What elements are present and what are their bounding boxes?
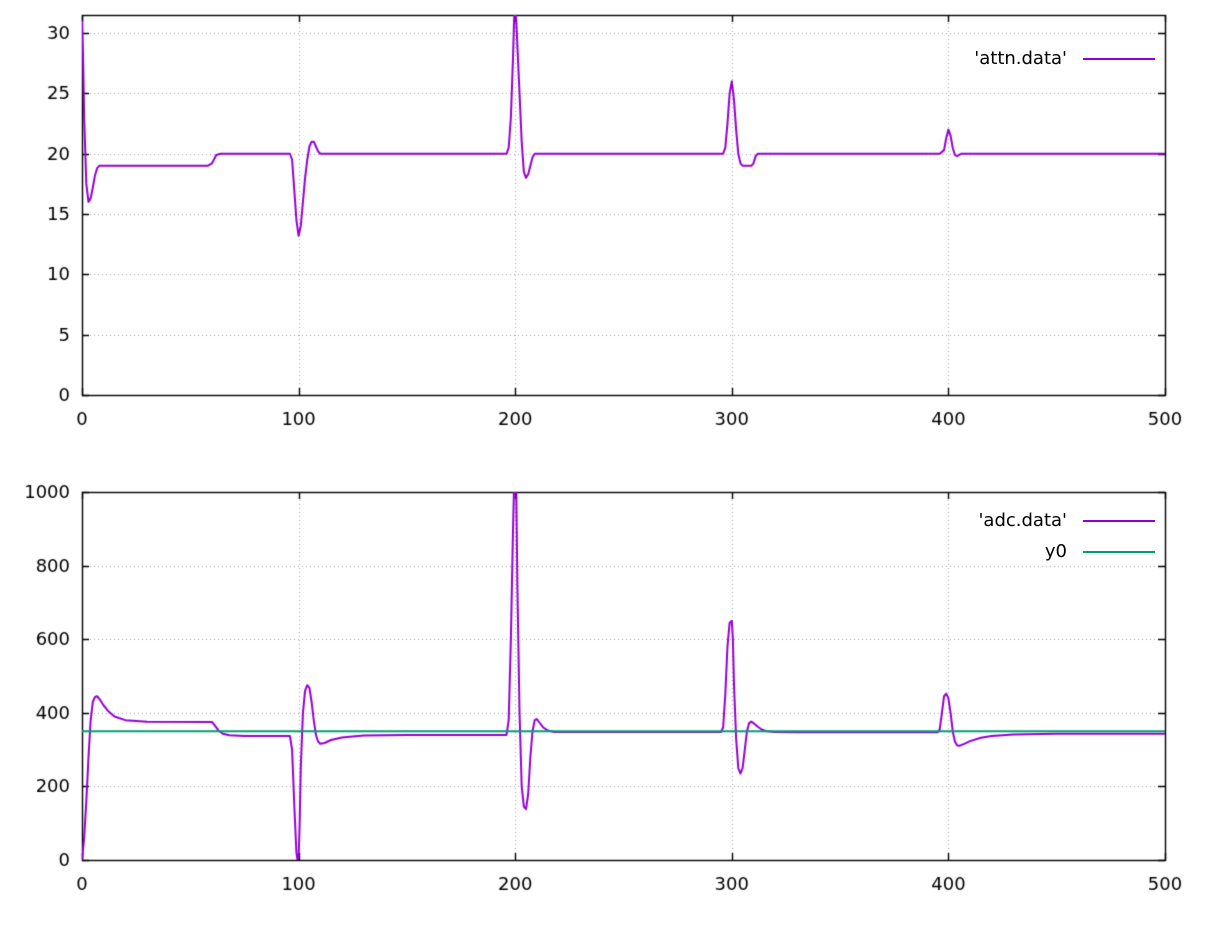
legend-entry-y0: y0 <box>1045 541 1155 563</box>
legend-label-adc-data: 'adc.data' <box>978 510 1067 531</box>
legend-line-sample-attn-data <box>1083 58 1155 60</box>
legend-top-plot: 'attn.data' <box>974 48 1155 70</box>
legend-entry-adc-data: 'adc.data' <box>978 510 1155 532</box>
legend-label-y0: y0 <box>1044 541 1067 562</box>
legend-entry-attn-data: 'attn.data' <box>974 48 1155 70</box>
legend-label-attn-data: 'attn.data' <box>974 48 1067 69</box>
legend-line-sample-adc-data <box>1083 520 1155 522</box>
legend-line-sample-y0 <box>1083 551 1155 553</box>
legend-bottom-plot: 'adc.data' y0 <box>978 510 1155 563</box>
